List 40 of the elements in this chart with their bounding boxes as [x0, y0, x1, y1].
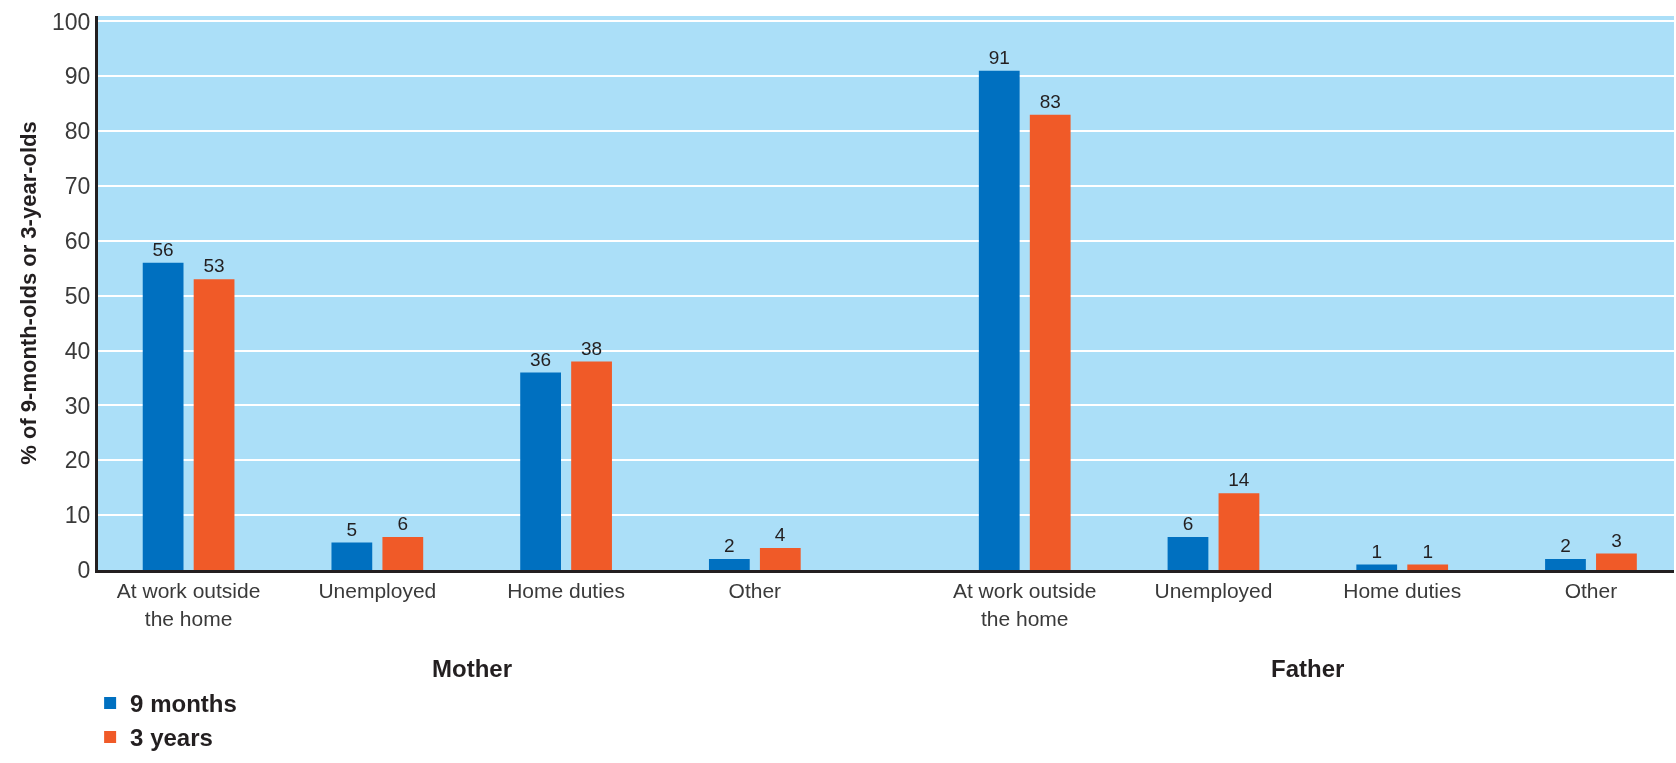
y-tick-label: 60	[64, 227, 91, 254]
data-label: 5	[346, 518, 358, 540]
data-label: 36	[530, 348, 552, 370]
text: Mother	[432, 655, 512, 682]
data-label: 6	[1182, 513, 1194, 535]
data-label: 91	[988, 46, 1010, 68]
data-label: 2	[1560, 535, 1571, 557]
data-label: 38	[580, 337, 603, 359]
text: Father	[1271, 655, 1345, 682]
y-tick-label: 100	[52, 8, 91, 35]
y-tick-label: 0	[77, 557, 91, 584]
y-tick-label: 30	[64, 392, 91, 419]
data-label: 56	[152, 238, 174, 260]
data-label: 14	[1228, 469, 1250, 491]
x-tick-label: Home duties	[507, 579, 626, 603]
x-tick-label: Other	[1564, 579, 1618, 603]
data-label: 1	[1371, 540, 1383, 562]
data-label: 2	[724, 535, 735, 557]
y-tick-label: 70	[64, 173, 91, 200]
data-label: 83	[1039, 90, 1061, 112]
data-label: 53	[203, 255, 225, 277]
legend-label: 3 years	[130, 724, 213, 752]
data-label: 3	[1611, 529, 1622, 551]
y-tick-label: 50	[64, 282, 91, 309]
x-tick-label: Home duties	[1343, 579, 1462, 603]
y-tick-label: 40	[64, 337, 91, 364]
x-tick-label: At work outside the home	[116, 579, 261, 630]
x-tick-label: Unemployed	[1154, 579, 1273, 603]
x-tick-label: At work outside the home	[952, 579, 1097, 630]
y-tick-label: 10	[64, 502, 91, 529]
y-axis-title: % of 9-month-olds or 3-year-olds	[15, 121, 41, 465]
x-tick-label: Other	[728, 579, 782, 603]
legend-label: 9 months	[130, 690, 237, 718]
data-label: 1	[1422, 540, 1433, 562]
y-tick-label: 80	[64, 118, 91, 145]
data-label: 6	[397, 513, 409, 535]
y-tick-label: 20	[64, 447, 91, 474]
x-tick-label: Unemployed	[318, 579, 437, 603]
y-tick-label: 90	[64, 63, 91, 90]
data-label: 4	[774, 524, 786, 546]
